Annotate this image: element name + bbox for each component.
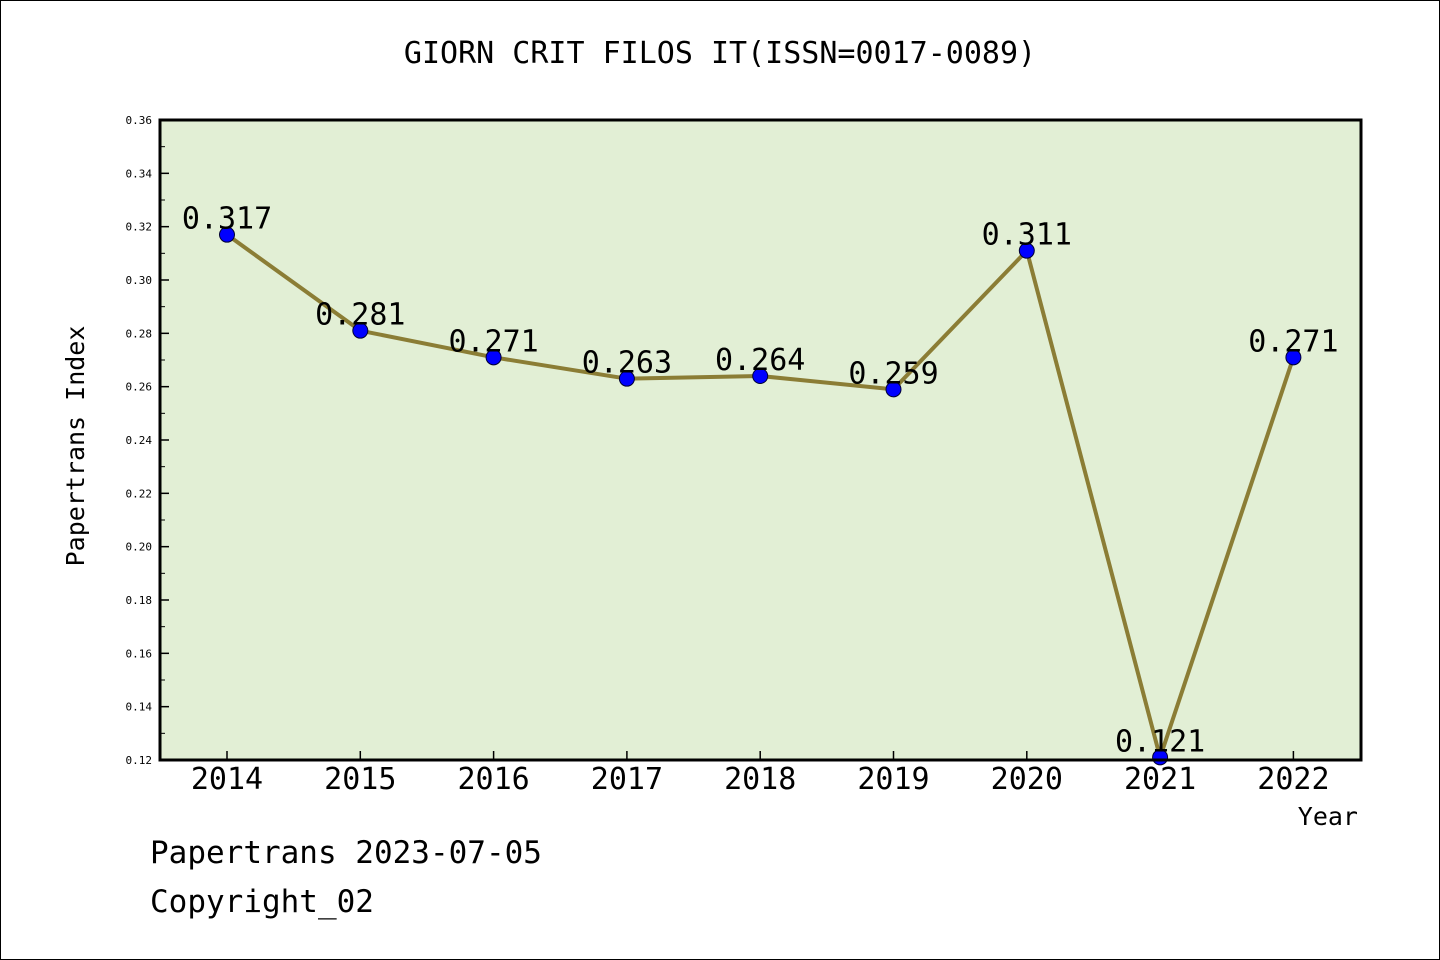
footer-copyright-text: Copyright_02 xyxy=(150,884,374,920)
y-tick-label: 0.20 xyxy=(126,541,153,554)
x-tick-label: 2020 xyxy=(991,762,1063,797)
data-label: 0.121 xyxy=(1115,724,1205,759)
data-label: 0.281 xyxy=(315,298,405,333)
data-point xyxy=(752,368,769,384)
y-tick-label: 0.24 xyxy=(126,434,153,447)
x-tick-label: 2019 xyxy=(857,762,929,797)
y-tick-label: 0.28 xyxy=(126,327,153,340)
y-tick-label: 0.26 xyxy=(126,381,153,394)
data-point xyxy=(885,381,902,398)
y-axis-label: Papertrans Index xyxy=(61,326,90,567)
x-tick-label: 2018 xyxy=(724,762,796,797)
y-tick-label: 0.34 xyxy=(126,167,153,180)
data-label: 0.264 xyxy=(715,343,805,378)
plot-border xyxy=(158,118,1363,762)
y-tick-label: 0.30 xyxy=(126,274,153,287)
y-tick-labels: 0.12 0.14 0.16 0.18 0.20 0.22 0.24 0.26 0.28 0.30… xyxy=(126,114,153,767)
x-tick-label: 2022 xyxy=(1257,762,1329,797)
y-tick-label: 0.12 xyxy=(126,754,153,767)
footer-date-text: Papertrans 2023-07-05 xyxy=(150,835,542,871)
data-label: 0.271 xyxy=(1248,324,1338,359)
data-label: 0.271 xyxy=(448,324,538,359)
data-point xyxy=(1285,349,1302,366)
y-tick-label: 0.22 xyxy=(126,487,153,500)
y-tick-label: 0.16 xyxy=(126,647,153,660)
y-tick-label: 0.14 xyxy=(126,701,153,714)
x-tick-label: 2017 xyxy=(591,762,663,797)
data-point xyxy=(1018,242,1035,259)
y-tick-label: 0.18 xyxy=(126,594,153,607)
data-point xyxy=(618,370,635,387)
data-label: 0.311 xyxy=(982,218,1072,253)
data-label: 0.263 xyxy=(582,346,672,381)
data-point xyxy=(352,322,369,339)
data-label: 0.317 xyxy=(182,202,272,237)
x-tick-labels: 2014 2015 2016 2017 2018 2019 2020 2021 2022 xyxy=(191,762,1330,797)
y-tick-label: 0.36 xyxy=(126,114,153,127)
chart-title: GIORN CRIT FILOS IT(ISSN=0017-0089) xyxy=(403,36,1037,71)
x-tick-label: 2016 xyxy=(457,762,529,797)
x-tick-label: 2015 xyxy=(324,762,396,797)
x-tick-label: 2021 xyxy=(1124,762,1196,797)
plot-area xyxy=(160,120,1361,760)
data-point xyxy=(219,226,235,243)
y-tick-label: 0.32 xyxy=(126,221,153,234)
x-axis-label: Year xyxy=(1298,802,1358,831)
x-tick-label: 2014 xyxy=(191,762,263,797)
data-labels: 0.317 0.281 0.271 0.263 0.264 0.259 0.311 0.121… xyxy=(182,202,1339,760)
data-label: 0.259 xyxy=(848,356,938,391)
data-point xyxy=(485,349,502,366)
